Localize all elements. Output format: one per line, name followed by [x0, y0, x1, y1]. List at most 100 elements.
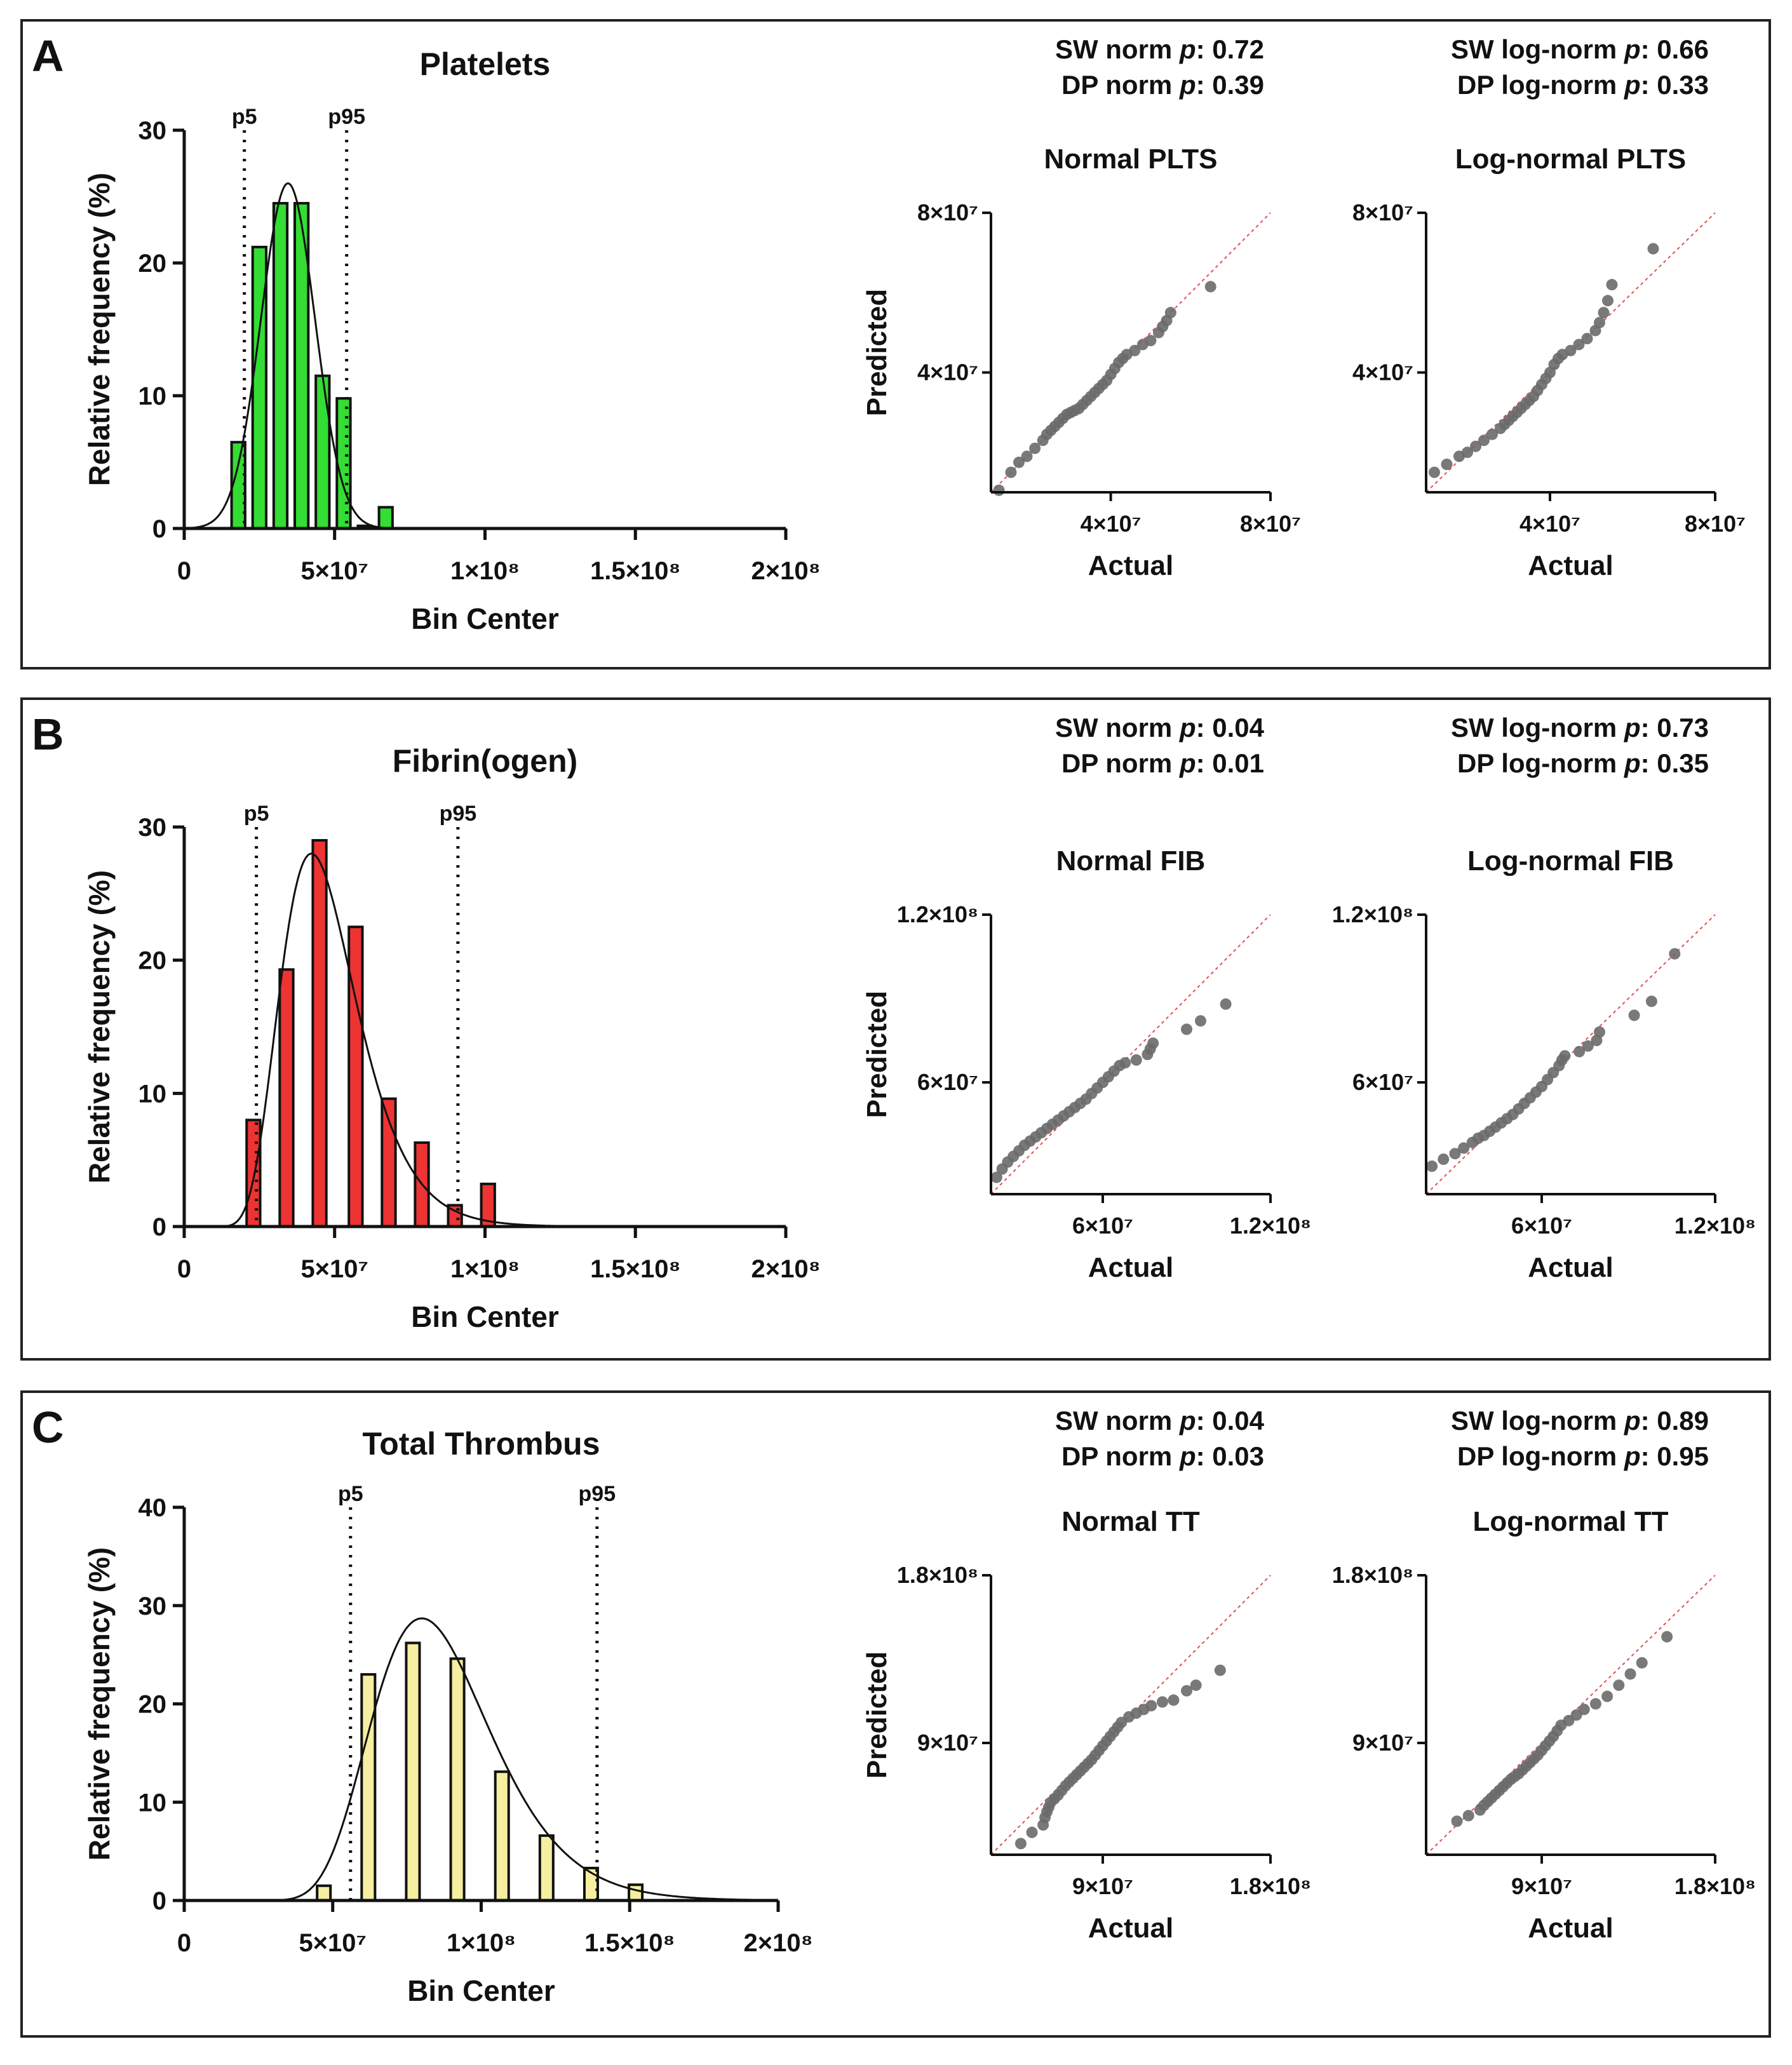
percentile-label-p5: p5: [338, 1482, 363, 1506]
qq-y-tick-label: 9×10⁷: [917, 1730, 978, 1756]
qq-point: [1601, 1690, 1613, 1702]
qq-plot-lognormal: Log-normal PLTS 4×10⁷ 4×10⁷ 8×10⁷ 8×10⁷ Actua…: [1352, 144, 1746, 581]
qq-point: [1624, 1668, 1636, 1680]
qq-x-tick-label: 1.8×10⁸: [1230, 1873, 1311, 1899]
qq-x-axis-label: Actual: [1088, 1252, 1173, 1283]
stat-line: SW log-norm p: 0.66: [1451, 34, 1709, 64]
fit-curve: [184, 1617, 779, 1902]
qq-point: [1565, 344, 1577, 356]
stat-name: DP norm: [1061, 70, 1180, 100]
stat-name: SW norm: [1055, 1406, 1180, 1436]
qq-point: [1645, 995, 1657, 1007]
qq-x-tick-label: 1.2×10⁸: [1674, 1213, 1756, 1239]
y-tick-label: 0: [152, 515, 166, 543]
qq-x-tick-label: 1.2×10⁸: [1230, 1213, 1311, 1239]
histogram-title: Fibrin(ogen): [393, 743, 578, 779]
qq-y-tick-label: 8×10⁷: [1352, 199, 1413, 225]
panel-frame: [20, 1390, 1771, 2038]
stat-line: DP log-norm p: 0.33: [1457, 70, 1709, 100]
histogram: Fibrin(ogen) p5 p95 0 10 20 30 0 5×10⁷ 1×10⁸ 1.5×1…: [83, 743, 821, 1333]
stat-p: p: [1624, 70, 1641, 100]
qq-point: [1458, 1142, 1470, 1154]
x-axis-label: Bin Center: [407, 1974, 555, 2007]
stat-value: : 0.66: [1641, 34, 1709, 64]
qq-x-tick-label: 6×10⁷: [1072, 1213, 1133, 1239]
histogram-bar: [494, 1770, 510, 1902]
percentile-label-p5: p5: [232, 105, 257, 129]
stat-value: : 0.39: [1196, 70, 1264, 100]
qq-point: [1013, 456, 1025, 468]
histogram-bar: [311, 838, 328, 1228]
qq-title: Log-normal FIB: [1467, 845, 1674, 877]
qq-point: [1429, 466, 1440, 478]
x-tick-label: 5×10⁷: [300, 557, 368, 585]
identity-line: [990, 914, 1271, 1195]
stat-p: p: [1624, 1441, 1641, 1471]
qq-point: [1578, 1704, 1590, 1716]
stat-value: : 0.72: [1196, 34, 1264, 64]
stat-line: DP norm p: 0.39: [1061, 70, 1264, 100]
percentile-label-p95: p95: [328, 105, 365, 129]
histogram-bar: [377, 506, 394, 530]
histogram: Total Thrombus p5 p95 0 10 20 30 40 0 5×10⁷ 1×10⁸ 1…: [83, 1426, 813, 2007]
panel-frame: [20, 697, 1771, 1361]
y-tick-label: 10: [138, 1080, 167, 1108]
stat-line: SW norm p: 0.04: [1055, 1406, 1265, 1436]
qq-title: Normal FIB: [1056, 845, 1206, 877]
stat-name: SW log-norm: [1451, 713, 1624, 743]
qq-point: [1573, 339, 1585, 351]
y-tick-label: 10: [138, 382, 167, 410]
qq-point: [1156, 1696, 1168, 1708]
qq-x-axis-label: Actual: [1088, 550, 1173, 581]
stat-name: DP log-norm: [1457, 70, 1624, 100]
qq-point: [1021, 450, 1033, 462]
qq-title: Normal TT: [1061, 1506, 1200, 1537]
qq-point: [1462, 1810, 1474, 1822]
stat-value: : 0.95: [1641, 1441, 1709, 1471]
qq-plot-normal: Normal TT 9×10⁷ 9×10⁷ 1.8×10⁸ 1.8×10⁸ Actual P…: [861, 1506, 1311, 1944]
qq-point: [1581, 333, 1593, 344]
stat-name: DP norm: [1061, 1441, 1180, 1471]
histogram: Platelets p5 p95 0 10 20 30 0 5×10⁷ 1×10⁸ 1.5×10⁸ 2…: [83, 46, 821, 635]
qq-title: Log-normal PLTS: [1455, 144, 1686, 175]
histogram-title: Platelets: [420, 46, 551, 82]
qq-point: [1119, 1057, 1131, 1069]
stat-line: SW norm p: 0.72: [1055, 34, 1264, 64]
qq-point: [1029, 442, 1041, 454]
qq-x-tick-label: 1.8×10⁸: [1674, 1873, 1756, 1899]
qq-point: [1181, 1023, 1192, 1035]
qq-point: [1181, 1685, 1192, 1697]
qq-point: [1220, 998, 1232, 1010]
x-tick-label: 1.5×10⁸: [590, 1255, 680, 1283]
percentile-label-p95: p95: [579, 1482, 616, 1506]
x-tick-label: 1×10⁸: [450, 1255, 520, 1283]
qq-point: [1438, 1154, 1450, 1165]
x-tick-label: 2×10⁸: [751, 1255, 820, 1283]
qq-x-tick-label: 9×10⁷: [1511, 1873, 1572, 1899]
y-tick-label: 0: [152, 1887, 166, 1915]
qq-point: [1594, 316, 1605, 328]
y-tick-label: 20: [138, 947, 167, 975]
qq-point: [1426, 1160, 1438, 1172]
qq-point: [1598, 307, 1610, 319]
qq-x-axis-label: Actual: [1528, 550, 1613, 581]
stat-line: DP log-norm p: 0.35: [1457, 748, 1709, 778]
stat-value: : 0.73: [1641, 713, 1709, 743]
y-tick-label: 30: [138, 117, 167, 145]
percentile-label-p5: p5: [244, 802, 269, 826]
stat-value: : 0.35: [1641, 748, 1709, 778]
qq-point: [1589, 1698, 1601, 1710]
qq-point: [1449, 1148, 1461, 1160]
qq-point: [1628, 1009, 1640, 1021]
qq-x-tick-label: 6×10⁷: [1511, 1213, 1572, 1239]
panel-c: C Total Thrombus p5 p95 0 10 20 30 40 0 5×10⁷ 1×10⁸…: [20, 1390, 1771, 2038]
stat-name: DP log-norm: [1457, 1441, 1624, 1471]
histogram-bar: [360, 1673, 377, 1902]
panel-letter: C: [32, 1402, 64, 1452]
qq-x-tick-label: 8×10⁷: [1240, 511, 1301, 537]
qq-y-tick-label: 8×10⁷: [917, 199, 978, 225]
histogram-title: Total Thrombus: [362, 1426, 600, 1462]
histogram-bar: [278, 968, 295, 1228]
qq-plot-lognormal: Log-normal TT 9×10⁷ 9×10⁷ 1.8×10⁸ 1.8×10⁸ Act…: [1332, 1506, 1756, 1944]
